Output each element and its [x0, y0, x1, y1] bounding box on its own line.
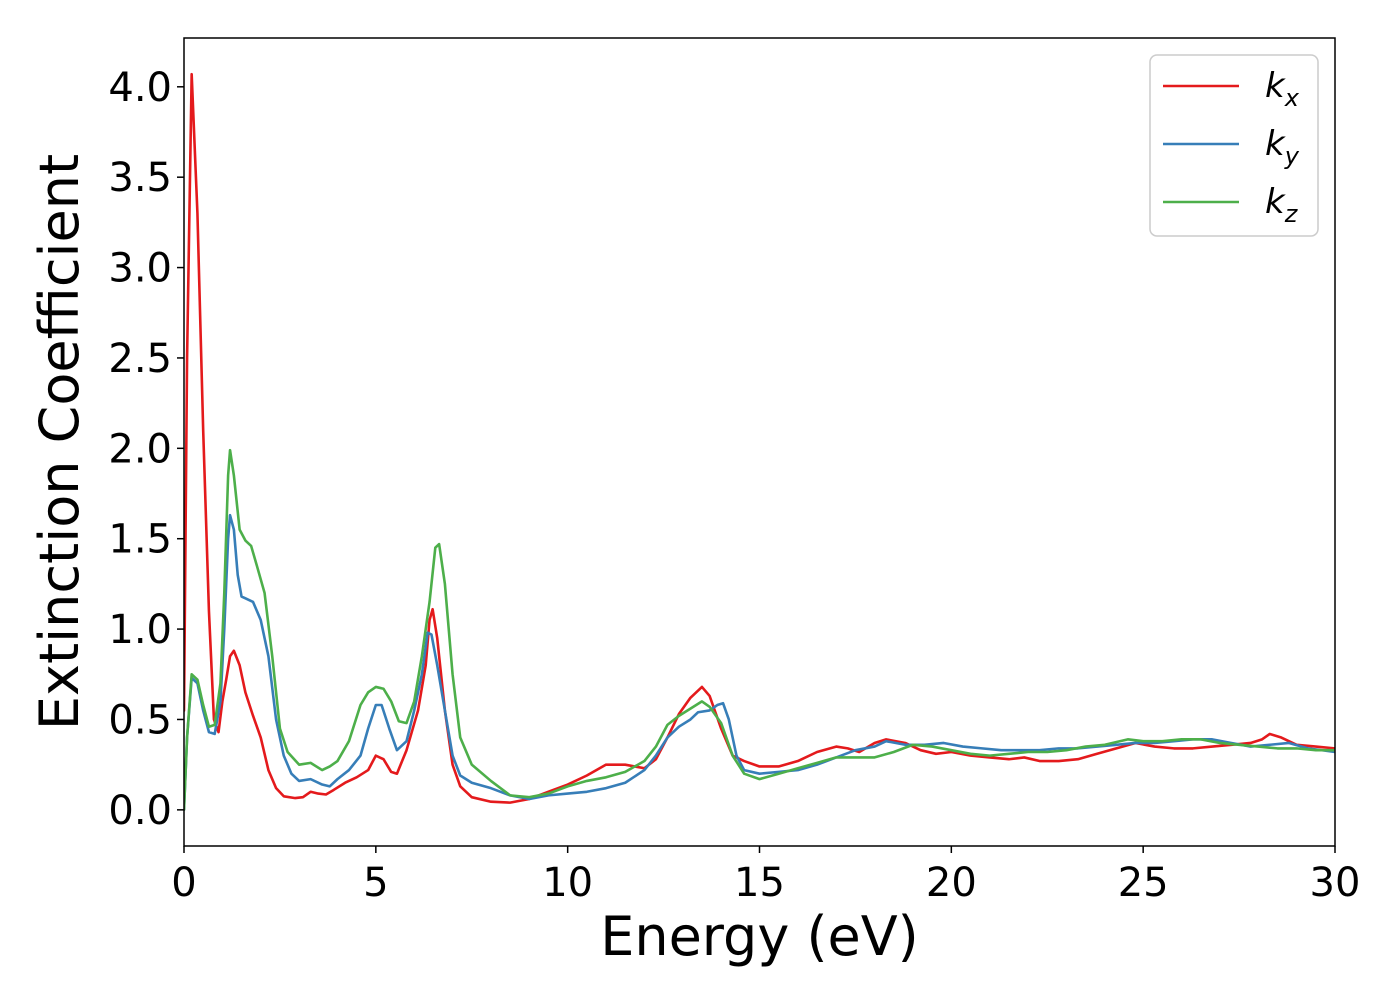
x-tick-label: 0: [171, 860, 196, 906]
x-tick-label: 25: [1118, 860, 1169, 906]
y-tick-label: 0.0: [108, 788, 172, 834]
y-axis-label: Extinction Coefficient: [28, 154, 91, 730]
x-tick-label: 30: [1310, 860, 1361, 906]
legend-box: [1149, 54, 1319, 237]
y-tick-label: 3.5: [108, 155, 172, 201]
series-line-kx: [184, 72, 1335, 804]
x-tick-label: 15: [734, 860, 785, 906]
series-line-kz: [184, 448, 1335, 812]
legend-label-ky: ky: [1265, 124, 1300, 170]
y-tick-label: 1.0: [108, 607, 172, 653]
y-tick-label: 3.0: [108, 246, 172, 292]
series-line-ky: [184, 513, 1335, 812]
y-tick-label: 0.5: [108, 697, 172, 743]
axis-ticks: 0 5 10 15 20 25 30 0.0 0.5 1.0 1.5 2.0 2.5 3.0 3.5 4.0: [108, 65, 1360, 906]
y-tick-label: 1.5: [108, 517, 172, 563]
series-lines: [184, 72, 1335, 812]
y-tick-label: 2.5: [108, 336, 172, 382]
y-tick-label: 4.0: [108, 65, 172, 111]
x-tick-label: 10: [542, 860, 593, 906]
x-tick-label: 20: [926, 860, 977, 906]
x-axis-label: Energy (eV): [600, 905, 919, 968]
y-tick-label: 2.0: [108, 426, 172, 472]
x-tick-label: 5: [363, 860, 388, 906]
